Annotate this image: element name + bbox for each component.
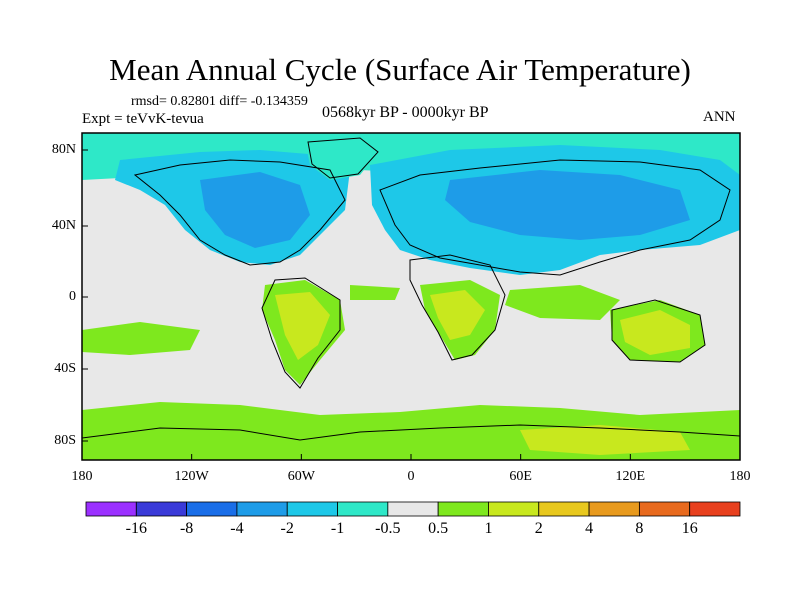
colorbar-label: -0.5 (375, 520, 401, 537)
antarctic-core-anomaly (520, 425, 690, 455)
indian-ocean-anomaly (505, 285, 620, 320)
colorbar-label: 4 (585, 520, 594, 537)
colorbar-swatch (286, 501, 338, 517)
rmsd-diff-stats: rmsd= 0.82801 diff= -0.134359 (131, 94, 308, 109)
colorbar-label: 16 (681, 520, 698, 537)
figure-title: Mean Annual Cycle (Surface Air Temperatu… (109, 52, 691, 87)
colorbar-swatch (85, 501, 137, 517)
colorbar-label: 0.5 (428, 520, 449, 537)
longitude-label: 180 (71, 469, 93, 484)
longitude-label: 60W (287, 469, 315, 484)
experiment-label: Expt = teVvK-tevua (82, 111, 204, 127)
longitude-label: 120E (615, 469, 646, 484)
latitude-label: 80N (51, 142, 76, 157)
colorbar-swatch (337, 501, 389, 517)
eurasia-core-anomaly (445, 170, 690, 240)
colorbar-label: -16 (125, 520, 147, 537)
colorbar-swatch (186, 501, 238, 517)
coast-australia (611, 299, 706, 363)
tropical-atlantic-anomaly (350, 285, 400, 300)
temperature-field (82, 133, 740, 460)
coast-europe-asia (379, 159, 731, 276)
africa-core-anomaly (430, 290, 485, 340)
latitude-label: 40S (54, 361, 76, 376)
latitude-label: 80S (54, 433, 76, 448)
colorbar-swatch (588, 501, 640, 517)
colorbar-label: -1 (330, 520, 345, 537)
coast-antarctica (82, 424, 740, 441)
colorbar-label: -4 (230, 520, 244, 537)
coast-south-america (261, 277, 341, 389)
colorbar-label: -8 (179, 520, 194, 537)
colorbar-label: -2 (280, 520, 294, 537)
colorbar-swatch (689, 501, 741, 517)
coast-africa (409, 254, 506, 361)
season-label: ANN (703, 109, 736, 125)
latitude-label: 40N (51, 218, 76, 233)
south-america-core-anomaly (275, 292, 330, 360)
colorbar-swatch (638, 501, 691, 517)
colorbar-swatch (488, 501, 540, 517)
longitude-label: 120W (174, 469, 209, 484)
pacific-anomaly (82, 322, 200, 355)
colorbar (85, 501, 741, 517)
north-america-core-anomaly (200, 172, 310, 248)
axis-ticks (81, 149, 741, 460)
period-label: 0568kyr BP - 0000kyr BP (322, 104, 489, 121)
colorbar-swatch (538, 501, 590, 517)
colorbar-label: 8 (635, 520, 644, 537)
longitude-label: 60E (509, 469, 532, 484)
latitude-label: 0 (69, 289, 76, 304)
longitude-label: 0 (407, 469, 415, 484)
colorbar-swatch (437, 501, 489, 517)
coastlines (82, 137, 740, 441)
colorbar-swatch (387, 501, 439, 517)
colorbar-swatch (135, 501, 188, 517)
colorbar-label: 1 (484, 520, 493, 537)
australia-core-anomaly (620, 310, 690, 355)
coast-north-america (133, 159, 346, 266)
coast-greenland (307, 137, 379, 179)
colorbar-swatch (236, 501, 288, 517)
longitude-label: 180 (729, 469, 751, 484)
colorbar-label: 2 (534, 520, 543, 537)
